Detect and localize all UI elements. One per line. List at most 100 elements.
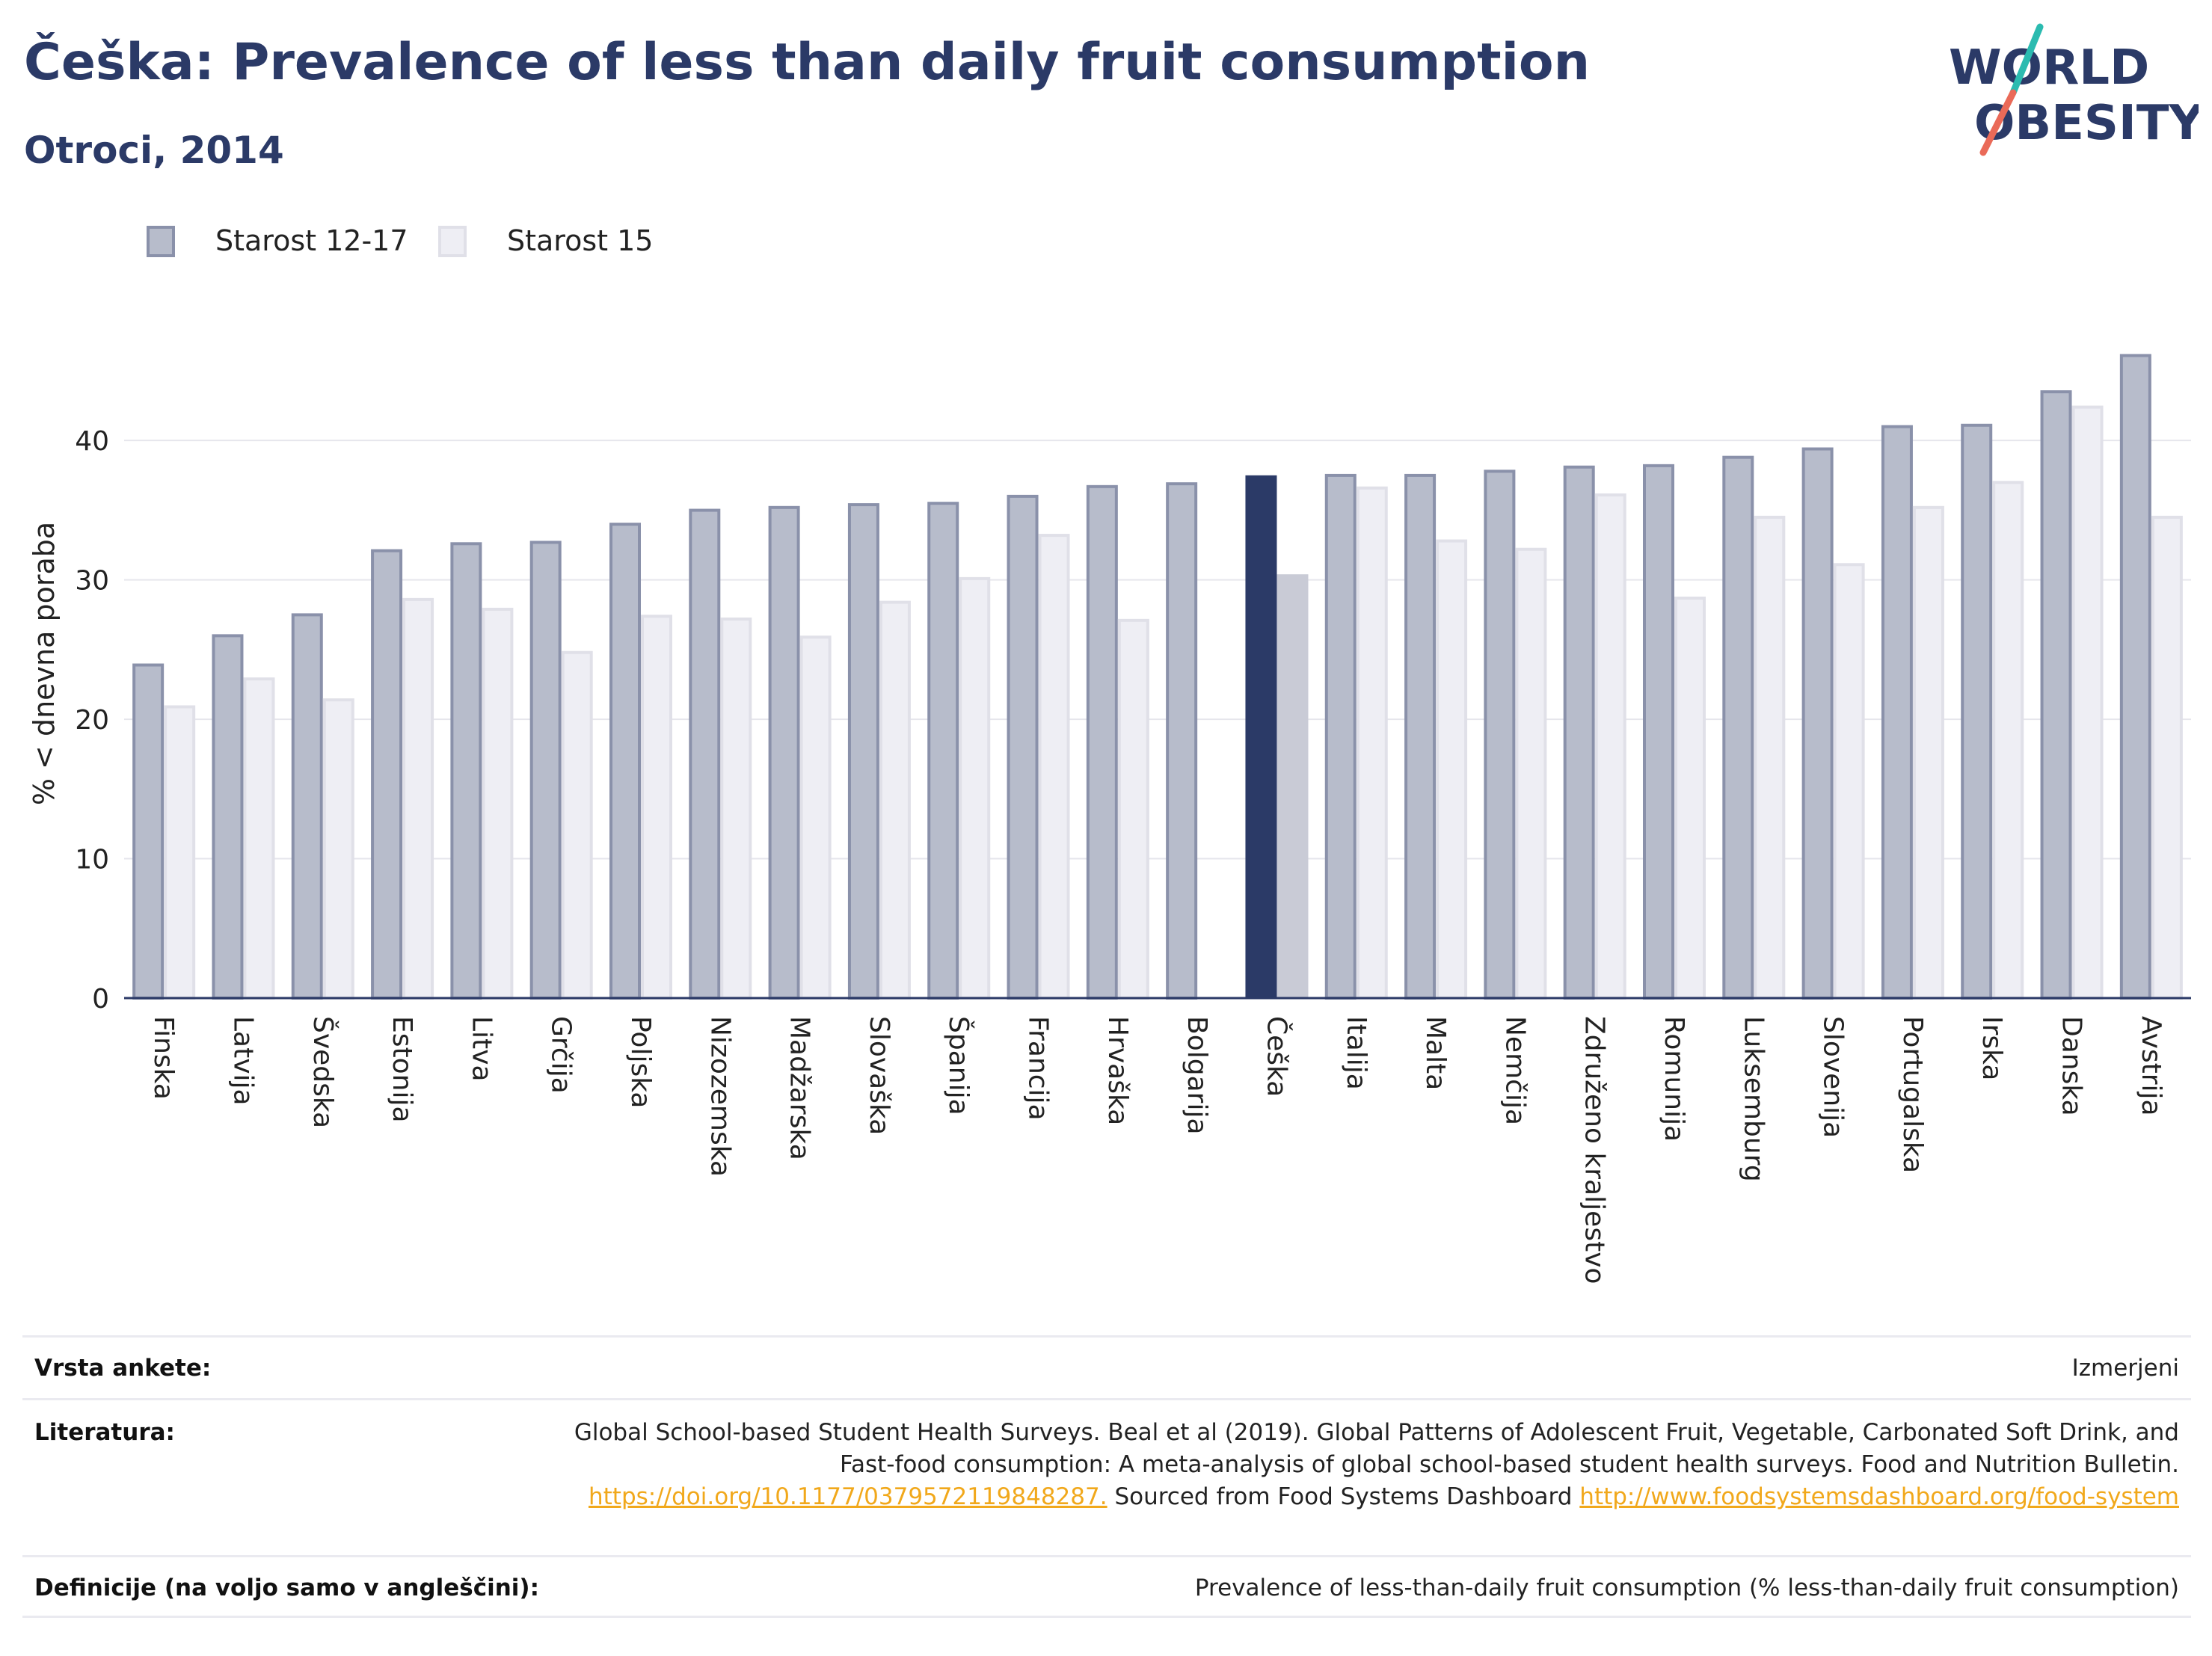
footer-row-definitions: Definicije (na voljo samo v angleščini):… (22, 1555, 2191, 1618)
x-tick-label-estonija: Estonija (387, 1016, 417, 1123)
x-tick-label-ceska: Češka (1261, 1016, 1292, 1097)
references-text: Global School-based Student Health Surve… (574, 1419, 2179, 1478)
bar-starost-15-madzarska (799, 635, 832, 1000)
x-tick-label-luksemburg: Luksemburg (1738, 1016, 1769, 1182)
definitions-value: Prevalence of less-than-daily fruit cons… (1194, 1575, 2179, 1601)
bar-starost-12-17-svedska (291, 613, 323, 1000)
bar-starost-15-estonija (402, 597, 434, 1000)
y-tick-label-30: 30 (75, 566, 109, 597)
bar-starost-15-nemcija (1515, 547, 1547, 1000)
bar-starost-15-malta (1436, 539, 1468, 1000)
chart-subtitle: Otroci, 2014 (24, 129, 284, 172)
bar-starost-12-17-zdruzeno-kraljestvo (1563, 465, 1595, 1000)
bar-starost-15-slovaska (879, 600, 911, 1000)
legend-item-starost-12-17[interactable]: Starost 12-17 (147, 221, 416, 266)
bar-starost-12-17-poljska (609, 523, 641, 1000)
bar-starost-15-romunija (1674, 597, 1706, 1000)
bar-starost-15-luksemburg (1754, 515, 1786, 1000)
x-tick-label-madzarska: Madžarska (784, 1016, 815, 1160)
bar-starost-15-hrvaska (1117, 618, 1149, 1000)
bar-starost-12-17-irska (1961, 423, 1993, 1000)
y-tick-label-10: 10 (75, 845, 109, 875)
x-tick-label-francija: Francija (1023, 1016, 1054, 1121)
bar-starost-12-17-nizozemska (689, 508, 721, 1000)
x-tick-label-nizozemska: Nizozemska (704, 1016, 735, 1177)
bar-starost-12-17-danska (2040, 390, 2072, 1000)
y-tick-label-20: 20 (75, 705, 109, 736)
x-tick-label-italija: Italija (1341, 1016, 1371, 1090)
chart-title: Češka: Prevalence of less than daily fru… (24, 33, 1591, 92)
logo-slash-teal (2009, 23, 2044, 96)
bar-starost-12-17-ceska (1245, 475, 1277, 998)
bar-starost-12-17-bolgarija (1166, 482, 1198, 1000)
world-obesity-logo[interactable]: WORLD OBESITY (1944, 21, 2199, 163)
references-label: Literatura: (34, 1419, 175, 1446)
bar-starost-12-17-luksemburg (1722, 455, 1754, 1000)
references-source-text: Sourced from Food Systems Dashboard (1114, 1483, 1573, 1510)
x-tick-label-malta: Malta (1420, 1016, 1451, 1090)
definitions-label: Definicije (na voljo samo v angleščini): (34, 1575, 539, 1601)
x-tick-label-litva: Litva (466, 1016, 497, 1082)
bar-starost-15-grcija (561, 650, 593, 1000)
bar-starost-15-francija (1038, 534, 1070, 1000)
bar-starost-15-irska (1992, 481, 2024, 1000)
bar-starost-12-17-hrvaska (1086, 484, 1118, 1000)
bar-starost-15-poljska (641, 615, 672, 1000)
logo-word-world: WORLD (1949, 40, 2149, 96)
bar-starost-15-portugalska (1912, 505, 1944, 1000)
bar-starost-12-17-italija (1324, 473, 1357, 1000)
bar-starost-12-17-slovenija (1801, 447, 1834, 1000)
x-tick-label-avstrija: Avstrija (2136, 1016, 2166, 1116)
x-tick-label-irska: Irska (1976, 1016, 2007, 1080)
bar-starost-12-17-nemcija (1484, 470, 1516, 1000)
y-tick-label-40: 40 (75, 426, 109, 457)
y-tick-label-0: 0 (92, 984, 109, 1015)
bar-starost-12-17-avstrija (2119, 354, 2151, 1000)
bar-starost-12-17-slovaska (847, 503, 879, 1000)
bar-starost-15-litva (482, 607, 514, 1000)
bar-starost-12-17-portugalska (1881, 425, 1913, 1000)
x-tick-label-portugalska: Portugalska (1897, 1016, 1928, 1173)
bar-starost-12-17-malta (1404, 473, 1437, 1000)
legend-item-starost-15[interactable]: Starost 15 (438, 221, 663, 266)
references-value: Global School-based Student Health Surve… (571, 1417, 2179, 1513)
bar-starost-12-17-grcija (529, 541, 562, 1000)
x-tick-label-finska: Finska (148, 1016, 179, 1100)
bar-starost-15-finska (164, 705, 196, 1000)
bar-starost-12-17-finska (132, 663, 165, 1000)
x-tick-label-poljska: Poljska (625, 1016, 656, 1109)
bar-starost-15-spanija (959, 576, 991, 1000)
bar-starost-15-latvija (243, 677, 275, 1000)
x-tick-label-danska: Danska (2056, 1016, 2087, 1116)
references-doi-link[interactable]: https://doi.org/10.1177/0379572119848287… (589, 1483, 1107, 1510)
x-tick-label-slovenija: Slovenija (1818, 1016, 1849, 1138)
chart-footer: Vrsta ankete: Izmerjeni Literatura: Glob… (22, 1335, 2191, 1618)
bar-starost-15-danska (2071, 405, 2104, 1000)
x-tick-label-zdruzeno-kraljestvo: Združeno kraljestvo (1579, 1016, 1610, 1284)
bar-starost-15-ceska (1276, 574, 1309, 998)
x-tick-label-nemcija: Nemčija (1499, 1016, 1530, 1125)
footer-row-references: Literatura: Global School-based Student … (22, 1398, 2191, 1555)
references-dashboard-link[interactable]: http://www.foodsystemsdashboard.org/food… (1579, 1483, 2179, 1510)
bar-starost-12-17-madzarska (768, 505, 800, 1000)
bar-starost-12-17-litva (450, 542, 482, 1000)
logo-word-obesity: OBESITY (1974, 96, 2199, 151)
bar-starost-15-avstrija (2151, 515, 2183, 1000)
bar-starost-12-17-latvija (212, 634, 244, 1000)
x-tick-label-svedska: Švedska (307, 1016, 339, 1128)
legend-label-starost-15: Starost 15 (507, 224, 654, 257)
bar-starost-12-17-romunija (1643, 464, 1674, 1000)
bar-starost-15-svedska (322, 698, 354, 1000)
bar-starost-15-slovenija (1833, 563, 1865, 1000)
bar-starost-12-17-francija (1007, 494, 1039, 1000)
bar-starost-15-zdruzeno-kraljestvo (1594, 493, 1626, 1000)
legend-label-starost-12-17: Starost 12-17 (215, 224, 408, 257)
survey-type-value: Izmerjeni (2071, 1355, 2179, 1382)
x-tick-label-bolgarija: Bolgarija (1182, 1016, 1212, 1135)
x-tick-label-spanija: Španija (943, 1016, 974, 1115)
x-tick-label-grcija: Grčija (546, 1016, 577, 1094)
bar-starost-12-17-estonija (371, 549, 403, 1000)
survey-type-label: Vrsta ankete: (34, 1355, 212, 1382)
bar-starost-12-17-spanija (927, 502, 959, 1000)
legend-swatch-starost-15 (438, 226, 467, 257)
